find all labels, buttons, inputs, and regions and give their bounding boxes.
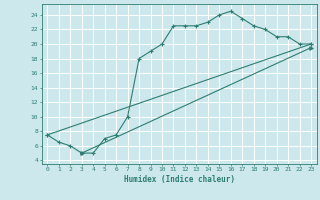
X-axis label: Humidex (Indice chaleur): Humidex (Indice chaleur) <box>124 175 235 184</box>
